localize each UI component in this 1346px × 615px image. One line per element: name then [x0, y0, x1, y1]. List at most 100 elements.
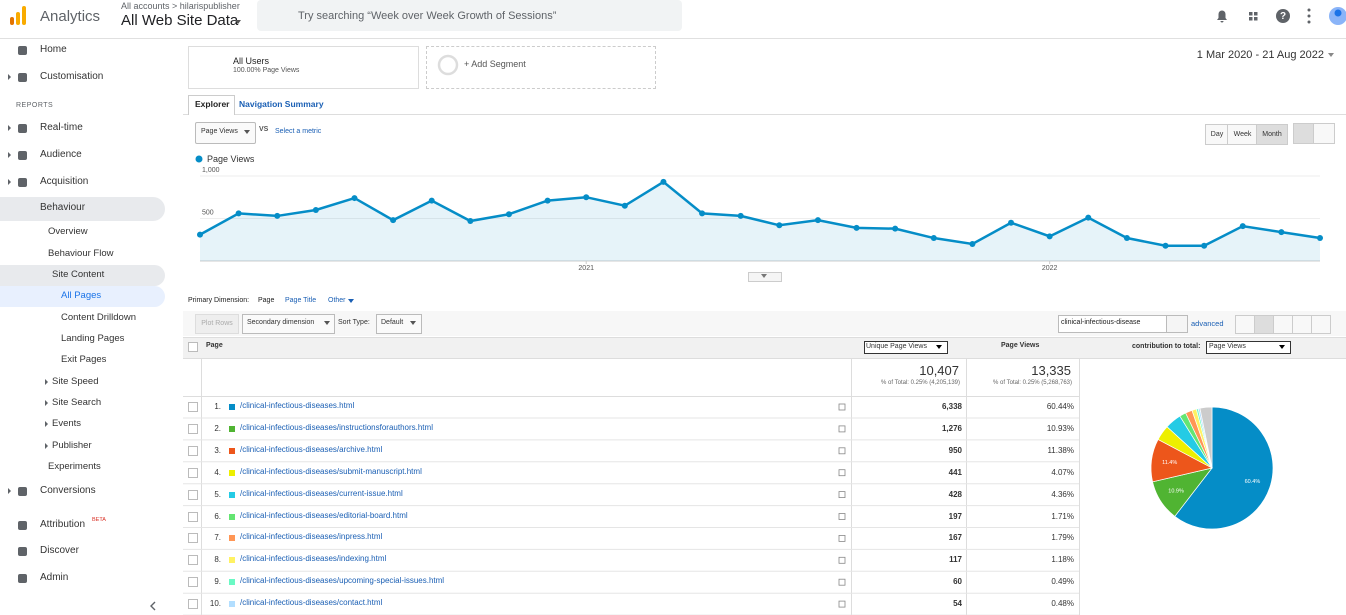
- nav-item[interactable]: Overview: [48, 226, 88, 237]
- row-page[interactable]: /clinical-infectious-diseases.html: [240, 401, 355, 410]
- point: [312, 206, 319, 213]
- dimension-option[interactable]: Page Title: [285, 297, 317, 304]
- row-page[interactable]: /clinical-infectious-diseases/submit-man…: [240, 466, 422, 476]
- nav-item[interactable]: Experiments: [48, 461, 101, 472]
- row-checkbox[interactable]: [188, 402, 198, 412]
- nav-item[interactable]: Admin: [40, 572, 69, 583]
- row-checkbox[interactable]: [188, 533, 198, 544]
- chart-type-button[interactable]: [1293, 123, 1315, 144]
- contribution-select[interactable]: [1206, 341, 1291, 354]
- row-checkbox[interactable]: [188, 445, 198, 456]
- row-checkbox[interactable]: [188, 423, 198, 434]
- total-note: % of Total: 0.25% (5,268,763): [993, 380, 1072, 386]
- view-button[interactable]: [1273, 315, 1293, 334]
- view-button[interactable]: [1292, 315, 1312, 334]
- pie-label: 10.9%: [1168, 489, 1184, 495]
- more-icon: [1307, 20, 1311, 24]
- open-link-icon: [838, 600, 846, 608]
- nav-item[interactable]: All Pages: [61, 290, 102, 301]
- nav-item[interactable]: Events: [52, 418, 82, 429]
- nav-highlight: [0, 197, 165, 221]
- tab[interactable]: Explorer: [195, 99, 230, 109]
- nav-item[interactable]: Customisation: [40, 71, 104, 82]
- point: [1123, 235, 1130, 242]
- metric-header-select[interactable]: [864, 341, 948, 354]
- nav-icon: [18, 73, 27, 82]
- caret: [244, 130, 250, 134]
- point: [814, 217, 821, 224]
- nav-item[interactable]: Attribution: [40, 519, 86, 530]
- row-swatch: [229, 513, 235, 520]
- row-page[interactable]: /clinical-infectious-diseases/instructio…: [240, 422, 433, 432]
- pie-label: 60.4%: [1245, 479, 1261, 485]
- row-checkbox[interactable]: [188, 599, 198, 610]
- row-unique-page-views: 167: [948, 533, 962, 543]
- total-value: 10,407: [919, 363, 959, 378]
- caret: [324, 321, 330, 325]
- header-checkbox[interactable]: [188, 342, 198, 352]
- nav-item[interactable]: Behaviour Flow: [48, 248, 114, 259]
- row-rank: 4.: [214, 467, 221, 477]
- metric-select[interactable]: [195, 122, 256, 144]
- nav-item[interactable]: Behaviour: [40, 202, 86, 213]
- row-page[interactable]: /clinical-infectious-diseases/inpress.ht…: [240, 532, 383, 542]
- caret: [348, 299, 354, 303]
- segment-card[interactable]: [188, 46, 419, 89]
- secondary-select[interactable]: [242, 314, 335, 334]
- row-checkbox[interactable]: [188, 467, 198, 478]
- open-link-icon: [838, 535, 846, 542]
- row-unique-page-views: 54: [953, 599, 962, 609]
- row-page[interactable]: /clinical-infectious-diseases/contact.ht…: [240, 598, 383, 608]
- nav-item[interactable]: Site Content: [52, 269, 105, 280]
- nav-item[interactable]: Publisher: [52, 440, 92, 451]
- dimension-option[interactable]: Other: [328, 297, 346, 304]
- row-checkbox[interactable]: [188, 555, 198, 566]
- nav-item[interactable]: Site Speed: [52, 376, 99, 387]
- row-page[interactable]: /clinical-infectious-diseases/indexing.h…: [240, 554, 387, 564]
- row-unique-page-views: 60: [953, 577, 962, 587]
- property-picker[interactable]: All Web Site Data: [121, 12, 239, 29]
- contribution-value: Page Views: [1209, 343, 1246, 350]
- nav-item[interactable]: Exit Pages: [61, 354, 107, 365]
- row-page[interactable]: /clinical-infectious-diseases/upcoming-s…: [240, 576, 445, 586]
- row-page[interactable]: /clinical-infectious-diseases/archive.ht…: [240, 444, 383, 454]
- add-segment[interactable]: [426, 46, 656, 89]
- view-button[interactable]: [1254, 315, 1274, 334]
- date-range[interactable]: 1 Mar 2020 - 21 Aug 2022: [1196, 49, 1324, 61]
- granularity-button[interactable]: Week: [1227, 124, 1258, 145]
- nav-item[interactable]: Landing Pages: [61, 333, 125, 344]
- view-button[interactable]: [1235, 315, 1255, 334]
- row-checkbox[interactable]: [188, 511, 198, 522]
- nav-item[interactable]: Site Search: [52, 397, 102, 408]
- expand-arrow: [45, 443, 48, 449]
- nav-item[interactable]: Home: [40, 44, 67, 55]
- sort-select[interactable]: [376, 314, 422, 334]
- tab[interactable]: Navigation Summary: [239, 99, 324, 109]
- row-swatch: [229, 601, 235, 608]
- advanced-link[interactable]: advanced: [1191, 319, 1224, 328]
- select-metric[interactable]: Select a metric: [275, 128, 322, 135]
- dimension-option: Page: [258, 297, 275, 304]
- search-box[interactable]: [257, 0, 682, 31]
- nav-item[interactable]: Content Drilldown: [61, 312, 136, 323]
- granularity-button[interactable]: Day: [1205, 124, 1229, 145]
- open-link-icon: [838, 403, 846, 411]
- filter-search[interactable]: [1166, 315, 1188, 333]
- nav-item[interactable]: Real-time: [40, 122, 83, 133]
- row-checkbox[interactable]: [188, 577, 198, 588]
- view-button[interactable]: [1311, 315, 1331, 334]
- chart-type-button[interactable]: [1313, 123, 1335, 144]
- row-checkbox[interactable]: [188, 489, 198, 500]
- row-page[interactable]: /clinical-infectious-diseases/current-is…: [240, 488, 403, 498]
- row-page-views: 11.38%: [1047, 445, 1074, 455]
- nav-item[interactable]: Audience: [40, 149, 82, 160]
- point: [660, 178, 667, 185]
- help-glyph: ?: [1280, 11, 1286, 22]
- nav-item[interactable]: Discover: [40, 545, 79, 556]
- granularity-button[interactable]: Month: [1256, 124, 1288, 145]
- apps-icon: [1249, 17, 1253, 21]
- nav-item[interactable]: Conversions: [40, 485, 96, 496]
- row-page[interactable]: /clinical-infectious-diseases/editorial-…: [240, 510, 408, 520]
- nav-item[interactable]: Acquisition: [40, 176, 89, 187]
- nav-icon: [18, 574, 27, 583]
